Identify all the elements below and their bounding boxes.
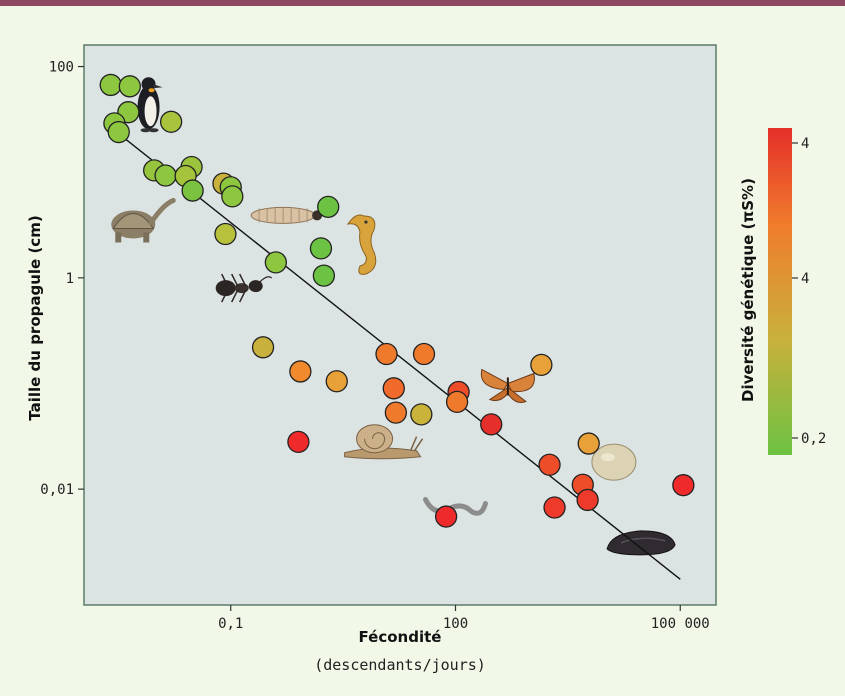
data-point xyxy=(672,474,695,497)
x-axis-subtitle: (descendants/jours) xyxy=(314,656,486,674)
data-point xyxy=(530,353,553,377)
data-point xyxy=(107,120,130,144)
data-point xyxy=(154,164,177,187)
y-tick-label: 100 xyxy=(49,60,74,76)
data-point xyxy=(577,432,600,455)
data-point xyxy=(480,413,503,436)
plot-area xyxy=(83,44,717,606)
snail-image xyxy=(344,424,424,460)
colorbar-tick-label: 4 xyxy=(801,136,809,152)
data-point xyxy=(445,390,469,414)
data-point xyxy=(99,73,122,97)
colorbar xyxy=(768,128,792,455)
worm-image xyxy=(422,496,488,516)
y-tick-label: 0,01 xyxy=(40,482,74,498)
data-point xyxy=(325,370,348,393)
data-point xyxy=(118,75,141,98)
data-point xyxy=(410,403,433,426)
tortoise-image xyxy=(111,197,176,243)
data-point xyxy=(538,453,561,476)
y-tick-label: 1 xyxy=(66,271,74,287)
colorbar-title: Diversité génétique (πS%) xyxy=(739,178,757,402)
x-axis-title: Fécondité xyxy=(359,628,442,646)
x-tick-label: 0,1 xyxy=(218,616,243,632)
data-point xyxy=(317,195,340,218)
x-tick-label: 100 000 xyxy=(651,616,710,632)
data-point xyxy=(375,342,398,366)
data-point xyxy=(264,251,287,274)
data-point xyxy=(576,488,599,512)
colorbar-tick-label: 0,2 xyxy=(801,431,826,447)
data-point xyxy=(382,377,405,400)
penguin-image xyxy=(137,77,163,133)
butterfly-image xyxy=(480,368,535,403)
data-point xyxy=(289,360,312,383)
data-point xyxy=(181,179,204,202)
data-point xyxy=(384,401,408,424)
data-point xyxy=(312,264,336,287)
data-point xyxy=(221,185,244,208)
ant-image xyxy=(215,273,273,303)
data-point xyxy=(251,336,275,359)
data-point xyxy=(309,237,333,260)
x-tick-label: 100 xyxy=(443,616,468,632)
colorbar-tick-label: 4 xyxy=(801,271,809,287)
data-point xyxy=(434,505,458,528)
data-point xyxy=(287,430,310,454)
seahorse-image xyxy=(346,214,377,275)
mussel-image xyxy=(606,530,676,556)
data-point xyxy=(543,496,566,519)
top-accent-bar xyxy=(0,0,845,6)
egg-image xyxy=(591,443,637,481)
data-point xyxy=(412,342,436,366)
data-point xyxy=(159,110,183,133)
y-axis-title: Taille du propagule (cm) xyxy=(26,215,44,420)
data-point xyxy=(214,222,237,246)
